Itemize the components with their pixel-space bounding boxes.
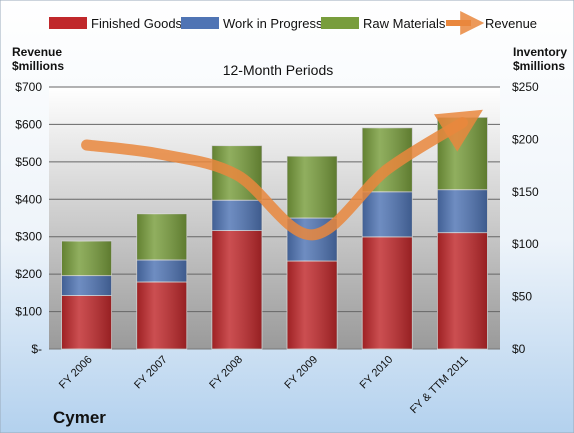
bar-shading (136, 281, 187, 349)
legend-swatch-work-in-progress (181, 17, 219, 29)
revenue-series (81, 109, 483, 241)
company-name: Cymer (53, 408, 106, 427)
legend-label-finished-goods: Finished Goods (91, 16, 183, 31)
left-tick-label: $100 (15, 305, 42, 319)
right-tick-label: $250 (512, 80, 539, 94)
left-tick-label: $200 (15, 267, 42, 281)
revenue-point (161, 154, 162, 155)
revenue-line (81, 109, 483, 241)
bar-shading (287, 260, 338, 349)
left-axis-title-line1: Revenue (12, 45, 62, 59)
right-axis-ticks: $0 $50 $100 $150 $200 $250 (512, 80, 539, 356)
revenue-point (236, 174, 237, 175)
legend-swatch-raw-materials (321, 17, 359, 29)
bar-shading (437, 232, 488, 349)
right-axis-title-line2: $millions (513, 59, 565, 73)
revenue-point (86, 145, 87, 146)
legend-label-revenue: Revenue (485, 16, 537, 31)
left-tick-label: $- (31, 342, 42, 356)
bar-shading (136, 259, 187, 282)
right-tick-label: $200 (512, 132, 539, 146)
chart-title: 12-Month Periods (223, 62, 334, 78)
right-axis-title-line1: Inventory (513, 45, 567, 59)
bar-shading (287, 156, 338, 218)
right-tick-label: $0 (512, 342, 526, 356)
left-tick-label: $600 (15, 117, 42, 131)
legend-label-work-in-progress: Work in Progress (223, 16, 323, 31)
bar-shading (362, 236, 413, 349)
left-tick-label: $300 (15, 230, 42, 244)
left-tick-label: $400 (15, 192, 42, 206)
legend-label-raw-materials: Raw Materials (363, 16, 446, 31)
legend: Finished Goods Work in Progress Raw Mate… (49, 11, 537, 35)
right-tick-label: $50 (512, 290, 532, 304)
bar-shading (61, 295, 112, 349)
left-tick-label: $500 (15, 155, 42, 169)
left-axis-ticks: $- $100 $200 $300 $400 $500 $600 $700 (15, 80, 42, 356)
revenue-point (312, 234, 313, 235)
bar-shading (362, 191, 413, 237)
bar-shading (61, 275, 112, 296)
bar-shading (437, 189, 488, 233)
revenue-point (387, 169, 388, 170)
right-tick-label: $100 (512, 237, 539, 251)
bar-shading (211, 230, 262, 349)
bar-shading (211, 200, 262, 231)
gridlines (49, 86, 500, 350)
left-tick-label: $700 (15, 80, 42, 94)
bar-shading (136, 213, 187, 260)
legend-swatch-finished-goods (49, 17, 87, 29)
bar-shading (61, 241, 112, 276)
right-tick-label: $150 (512, 185, 539, 199)
left-axis-title-line2: $millions (12, 59, 64, 73)
revenue-point (462, 122, 463, 123)
